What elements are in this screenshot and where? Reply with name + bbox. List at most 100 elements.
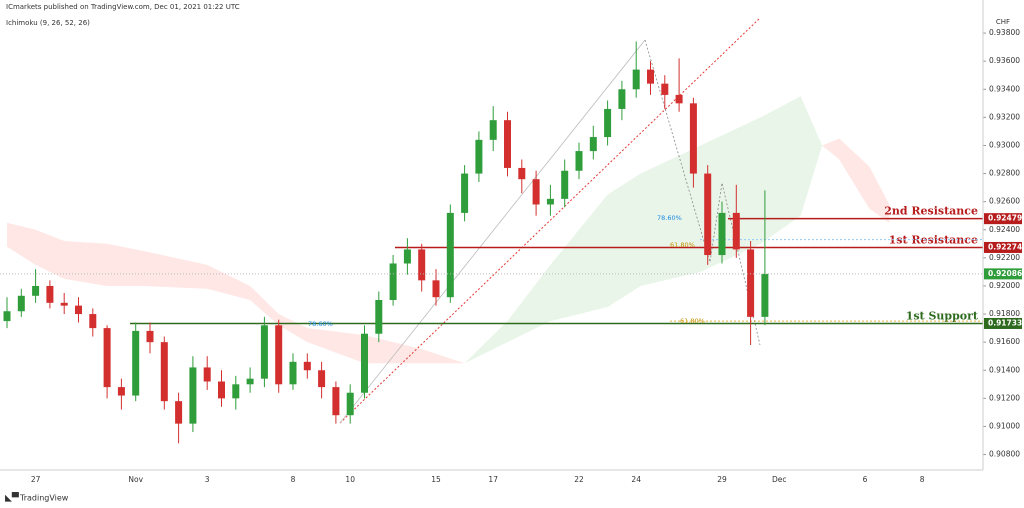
ichimoku-cloud [800,96,823,216]
candle-body [561,170,569,199]
x-tick-label: 29 [717,475,727,484]
candle-body [75,305,82,315]
ichimoku-cloud [307,328,365,364]
ichimoku-cloud [839,138,870,209]
candle-body [318,370,326,388]
y-tick-label: 0.93800 [989,28,1020,37]
candle-body [532,179,540,205]
candle-body [675,94,683,104]
candle-body [632,69,640,90]
x-tick-label: 15 [431,475,441,484]
candle-body [389,263,397,301]
price-tag [984,213,1022,225]
candle-body [418,249,426,281]
candle-body [475,139,483,174]
ichimoku-cloud [142,250,208,289]
ichimoku-cloud [250,285,279,326]
candle-body [232,384,240,399]
candle-body [146,330,154,343]
currency: CHF [996,18,1010,26]
candle-body [704,173,712,256]
price-tag [984,241,1022,253]
brand-logo: ◣▀ [5,492,20,504]
candle-body [275,325,283,385]
candle-body [203,367,211,382]
candle-body [289,361,297,385]
x-tick-label: 3 [205,475,210,484]
fib-label: 78.60% [657,214,682,222]
candle-body [747,249,755,317]
candle-body [17,295,25,312]
candle-body [375,300,383,334]
candle-body [618,89,626,109]
indicator-label: Ichimoku (9, 26, 52, 26) [6,19,90,27]
x-tick-label: 24 [631,475,641,484]
candle-body [175,401,183,424]
candle-body [461,173,469,213]
x-tick-label: 8 [920,475,925,484]
candle-body [361,333,368,393]
y-tick-label: 0.91600 [989,337,1020,346]
fib-label: 78.60% [308,320,333,328]
ichimoku-cloud [278,314,308,343]
candle-body [103,328,111,388]
y-tick-label: 0.93000 [989,140,1020,149]
x-tick-label: 22 [574,475,584,484]
candle-body [589,137,597,152]
candle-body [60,302,68,306]
price-tag-label: 0.91733 [988,318,1022,327]
ichimoku-cloud [640,145,701,286]
candle-body [732,212,740,250]
candle-body [604,108,612,138]
candle-body [689,103,697,174]
price-tag-label: 0.92086 [988,269,1022,278]
x-tick-label: Nov [128,475,143,484]
candle-body [303,361,311,371]
price-tag [984,317,1022,329]
y-tick-label: 0.91800 [989,309,1020,318]
y-tick-label: 0.92000 [989,281,1020,290]
ichimoku-cloud [760,96,801,244]
y-tick-label: 0.92200 [989,253,1020,262]
y-tick-label: 0.90800 [989,450,1020,459]
x-tick-label: 17 [488,475,498,484]
ichimoku-cloud [869,166,890,223]
x-tick-label: 27 [31,475,41,484]
y-tick-label: 0.92400 [989,225,1020,234]
ichimoku-cloud [7,222,36,265]
candle-body [661,83,669,95]
candle-body [718,212,726,256]
y-tick-label: 0.91200 [989,393,1020,402]
price-tag-label: 0.92479 [988,214,1022,223]
candle-body [132,330,140,396]
y-tick-label: 0.92600 [989,197,1020,206]
ichimoku-cloud [464,321,508,364]
candle-body [432,280,440,298]
y-tick-label: 0.92800 [989,169,1020,178]
fib-label: 61.80% [680,317,705,325]
level-name: 1st Support [906,309,979,322]
y-tick-label: 0.91400 [989,365,1020,374]
price-tag [984,268,1022,280]
candle-body [346,392,354,416]
candle-body [489,120,497,140]
ichimoku-cloud [822,138,840,160]
candle-body [546,198,554,205]
price-tag-label: 0.92274 [988,242,1022,251]
candle-body [246,378,254,385]
ichimoku-cloud [607,173,641,308]
candle-body [647,69,654,84]
ichimoku-cloud [107,243,143,286]
candle-body [518,167,526,180]
brand: TradingView [19,494,69,503]
candle-body [761,273,769,317]
ichimoku-cloud [421,349,465,364]
candle-body [46,285,54,303]
candle-body [189,367,197,424]
candle-body [260,325,268,379]
candle-body [117,387,125,396]
trend-line [339,17,761,424]
ichimoku-cloud [700,117,761,272]
